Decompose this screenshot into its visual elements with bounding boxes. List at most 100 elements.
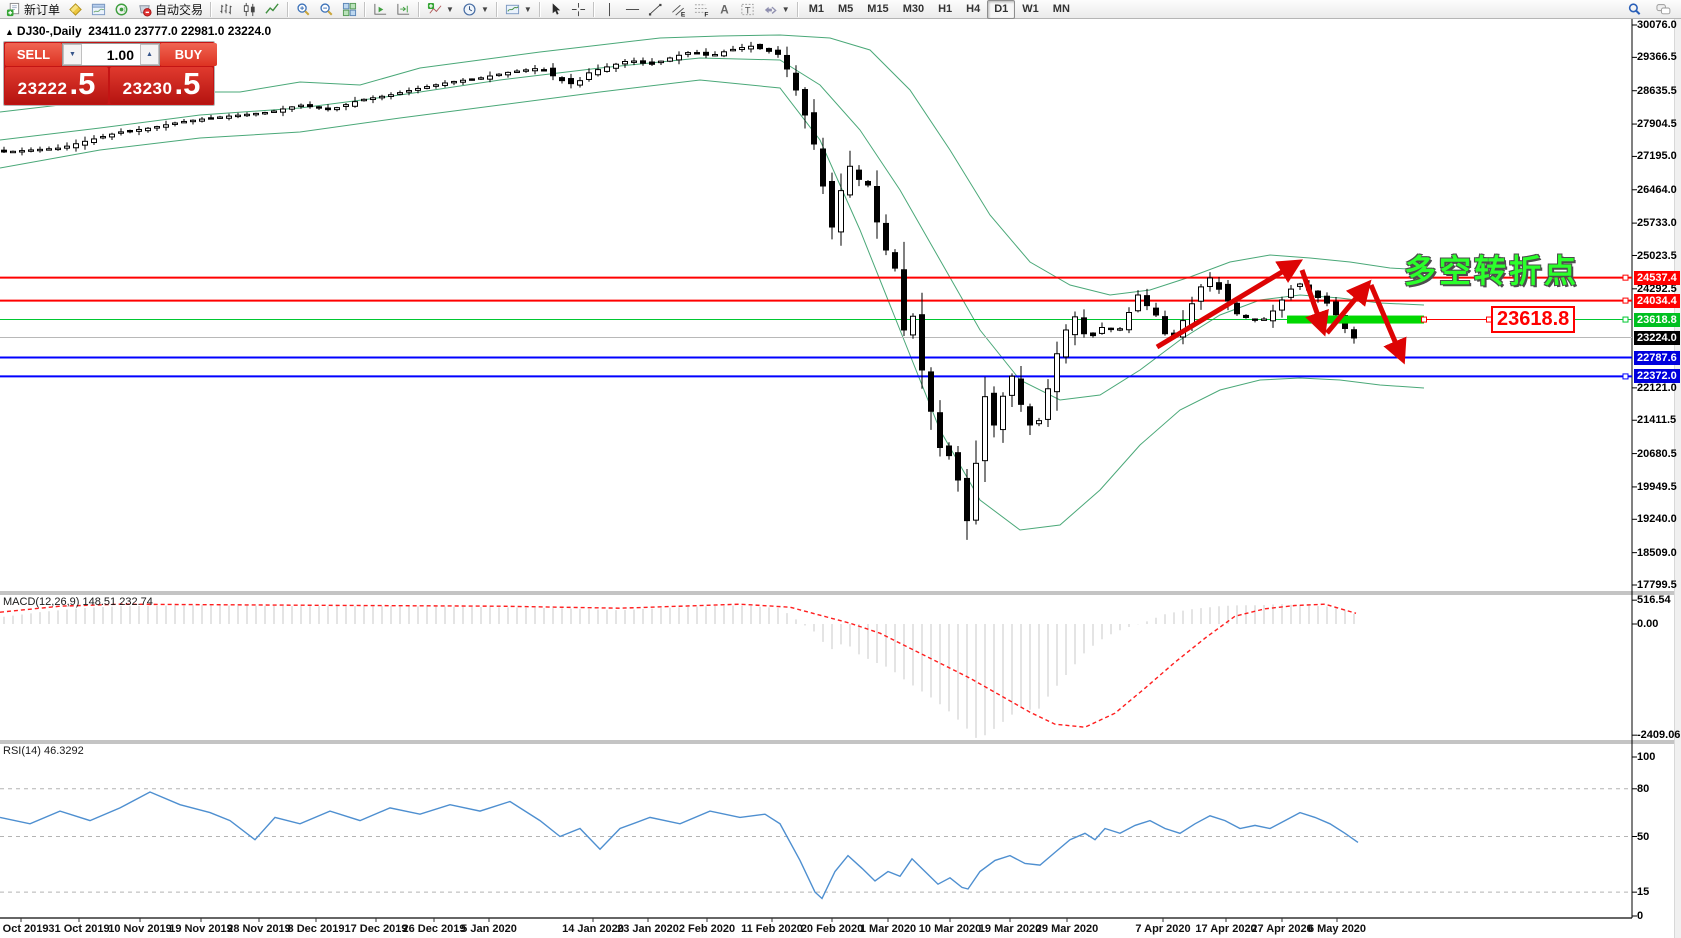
date-tick-label: 11 Feb 2020	[741, 923, 803, 935]
price-badge: 24537.4	[1634, 270, 1680, 285]
price-tick-label: 17799.5	[1637, 579, 1677, 591]
timeframe-m1-button[interactable]: M1	[808, 2, 824, 15]
periods-button[interactable]: ▼	[458, 0, 493, 19]
zoom-in-button[interactable]	[292, 0, 315, 19]
search-button[interactable]	[1623, 0, 1646, 19]
dropdown-arrow-icon: ▼	[523, 4, 532, 14]
zoom-out-button[interactable]	[315, 0, 338, 19]
price-callout-label[interactable]: 23618.8	[1491, 306, 1576, 333]
price-tick-label: 19240.0	[1637, 513, 1677, 526]
price-badge: 24034.4	[1634, 293, 1680, 308]
timeframe-h1-button[interactable]: H1	[938, 2, 953, 15]
macd-histogram	[3, 604, 1355, 738]
right-scroll-strip[interactable]	[1674, 19, 1681, 938]
crosshair-button[interactable]	[567, 0, 590, 19]
timeframe-h4-button[interactable]: H4	[966, 2, 981, 15]
rsi-axis-label: 0	[1637, 910, 1644, 922]
text-label-button[interactable]: T	[736, 0, 759, 19]
toolbar-separator	[495, 1, 498, 17]
toolbar-separator	[364, 1, 367, 17]
rsi-label: RSI(14) 46.3292	[3, 745, 84, 757]
price-badge: 22787.6	[1634, 350, 1680, 365]
tile-windows-button[interactable]	[338, 0, 361, 19]
line-handle[interactable]	[1622, 274, 1629, 281]
autotrade-icon	[139, 4, 152, 17]
label-t-icon: T	[741, 3, 754, 15]
one-click-trading-panel: SELL ▼ ▲ BUY 23222.5 23230.5	[3, 41, 217, 106]
timeframe-d1-button[interactable]: D1	[987, 0, 1016, 19]
timeframe-mn-button[interactable]: MN	[1052, 2, 1070, 15]
dropdown-arrow-icon: ▼	[781, 4, 790, 14]
timeframe-w1-button[interactable]: W1	[1022, 2, 1039, 15]
macd-signal-line	[0, 603, 1357, 728]
auto-trading-button[interactable]: 自动交易	[133, 0, 207, 19]
toolbar-separator	[538, 1, 541, 17]
volume-input[interactable]	[82, 44, 140, 65]
chat-button[interactable]	[1652, 0, 1675, 19]
date-tick-label: 31 Oct 2019	[48, 923, 110, 935]
market-watch-button[interactable]	[87, 0, 110, 19]
dropdown-arrow-icon: ▼	[446, 4, 454, 14]
buy-price[interactable]: 23230.5	[110, 67, 213, 104]
line-handle[interactable]	[1622, 316, 1629, 323]
fibo-icon: F	[694, 3, 708, 17]
cursor-button[interactable]	[544, 0, 567, 19]
rsi-axis-label: 80	[1637, 782, 1650, 795]
buy-button[interactable]: BUY	[160, 43, 217, 66]
trendline-button[interactable]	[644, 0, 667, 19]
line-chart-button[interactable]	[261, 0, 284, 19]
line-handle[interactable]	[1622, 297, 1629, 304]
price-tick-label: 24292.5	[1637, 282, 1677, 295]
timeframe-m15-button[interactable]: M15	[867, 2, 889, 15]
quotes-button[interactable]	[64, 0, 87, 19]
rsi-level-lines	[0, 788, 1632, 893]
trend-arrows[interactable]	[1155, 259, 1407, 365]
collapse-triangle-icon[interactable]: ▲	[5, 27, 14, 37]
equidistant-channel-button[interactable]: E	[667, 0, 690, 19]
zoom-in-icon	[297, 2, 310, 15]
chat-icon	[1656, 3, 1671, 14]
callout-leader	[1421, 316, 1492, 323]
sell-price[interactable]: 23222.5	[5, 67, 108, 104]
candle-chart-button[interactable]	[238, 0, 261, 19]
hline-icon	[625, 8, 639, 10]
price-tick-label: 25733.0	[1637, 217, 1677, 230]
bar-chart-button[interactable]	[215, 0, 238, 19]
date-tick-label: 23 Jan 2020	[617, 923, 679, 935]
date-tick-label: 14 Jan 2020	[562, 923, 624, 935]
main-toolbar: 新订单 自动交易 ▼ ▼ ▼ E F A T ▼ M1 M5 M15 M30 H1 H4 D1 W1 MN	[0, 0, 1681, 19]
svg-text:E: E	[681, 11, 686, 16]
date-tick-label: 19 Mar 2020	[978, 923, 1042, 935]
timeframe-m5-button[interactable]: M5	[838, 2, 854, 15]
toolbar-separator	[210, 1, 213, 17]
toolbar-separator	[287, 1, 290, 17]
price-tick-label: 27904.5	[1637, 118, 1677, 131]
new-order-icon	[6, 2, 20, 16]
new-order-button[interactable]: 新订单	[2, 0, 64, 19]
volume-up-button[interactable]: ▲	[140, 44, 159, 65]
arrows-button[interactable]: ▼	[759, 0, 794, 19]
auto-scroll-button[interactable]	[369, 0, 392, 19]
indicators-button[interactable]: ▼	[423, 0, 458, 19]
price-tick-label: 27195.0	[1637, 150, 1677, 163]
timeframe-m30-button[interactable]: M30	[902, 2, 925, 15]
horizontal-line-button[interactable]	[621, 0, 644, 19]
line-handle[interactable]	[1622, 373, 1629, 380]
turning-point-annotation[interactable]: 多空转折点	[1404, 253, 1580, 289]
templates-button[interactable]: ▼	[501, 0, 536, 19]
date-tick-label: 7 Apr 2020	[1135, 923, 1191, 935]
signals-button[interactable]	[110, 0, 133, 19]
bar-chart-icon	[220, 3, 232, 14]
volume-spinner: ▼ ▲	[62, 43, 160, 66]
chart-shift-button[interactable]	[392, 0, 415, 19]
volume-down-button[interactable]: ▼	[63, 44, 82, 65]
price-tick-label: 21411.5	[1637, 414, 1677, 427]
support-zone-rect[interactable]	[1287, 315, 1424, 324]
sell-button[interactable]: SELL	[5, 43, 62, 66]
vertical-line-button[interactable]	[598, 0, 621, 19]
text-button[interactable]: A	[713, 0, 736, 19]
fibonacci-button[interactable]: F	[690, 0, 713, 19]
crosshair-icon	[571, 2, 585, 16]
